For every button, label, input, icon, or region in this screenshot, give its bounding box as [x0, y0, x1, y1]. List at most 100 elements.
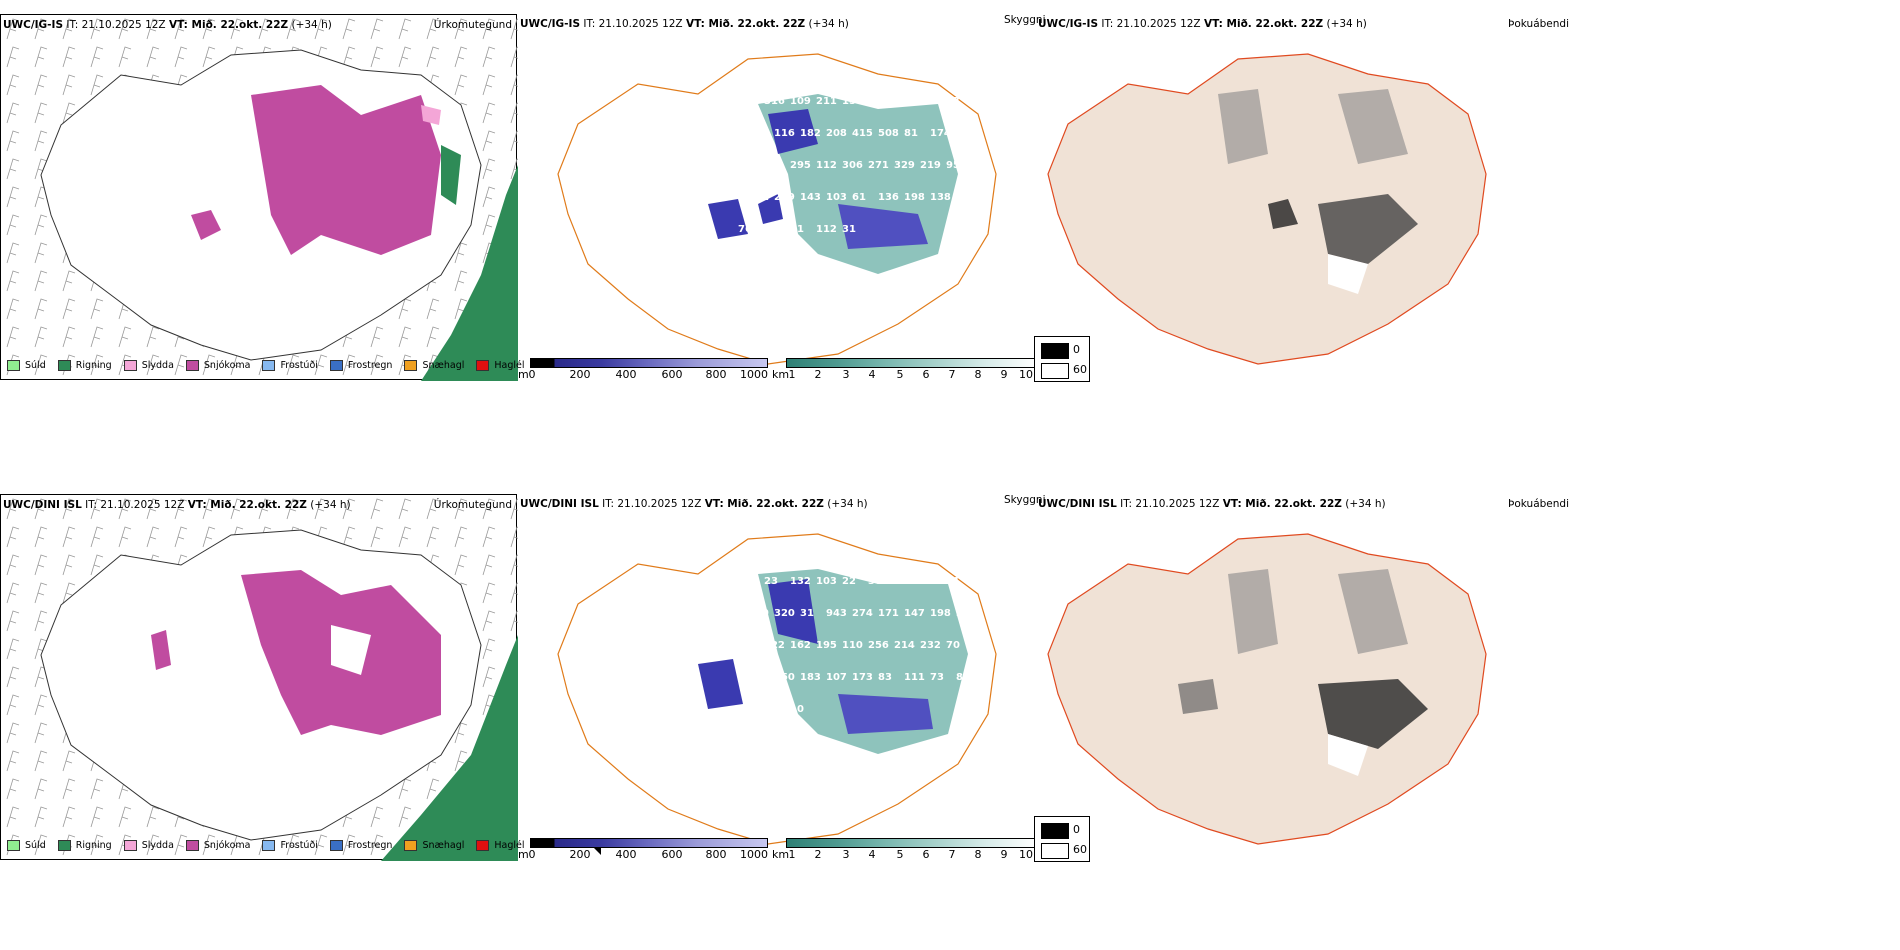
ceiling-value-label: 31 [800, 608, 814, 619]
precip-map [1, 495, 601, 861]
ceiling-value-label: 198 [904, 192, 925, 203]
ceiling-value-label: 81 [764, 224, 778, 235]
ceiling-value-label: 198 [930, 608, 951, 619]
legend-item: Rigning [57, 360, 112, 371]
visibility-map: 84 23 132 103 22 309 216 42 41 380 320 31 943 274 171 1… [557, 533, 997, 845]
legend-item: Snæhagl [404, 840, 464, 851]
ceiling-value-label: 943 [826, 608, 847, 619]
visibility-title: Skyggni [1004, 14, 1046, 26]
ceiling-value-label: 309 [868, 576, 889, 587]
ceiling-value-label: 136 [878, 192, 899, 203]
ceiling-unit: m [518, 368, 529, 381]
ceiling-value-label: 31 [790, 224, 804, 235]
ceiling-value-label: 132 [868, 96, 889, 107]
legend-item: Slydda [123, 840, 174, 851]
ceiling-value-label: 83 [878, 672, 892, 683]
legend-item: Frostregn [329, 360, 392, 371]
ceiling-value-label: 31 [842, 224, 856, 235]
ceiling-value-label: 316 [764, 96, 785, 107]
ceiling-value-label: 70 [946, 640, 960, 651]
ceiling-value-label: 41 [946, 576, 960, 587]
ceiling-value-label: 415 [852, 128, 873, 139]
ceiling-value-label: 508 [878, 128, 899, 139]
precip-map-panel: UWC/DINI ISL IT: 21.10.2025 12Z VT: Mið.… [0, 494, 601, 861]
ceiling-value-label: 23 [764, 576, 778, 587]
ceiling-value-label: 60 [956, 192, 970, 203]
ceiling-value-label: 22 [842, 576, 856, 587]
precip-legend: Súld Rigning Slydda Snjókoma Frostúði Fr… [7, 360, 537, 371]
ceiling-value-label: 216 [894, 576, 915, 587]
row-2: UWC/DINI ISL IT: 21.10.2025 12Z VT: Mið.… [0, 475, 1900, 950]
ceiling-value-label: 150 [774, 672, 795, 683]
ceiling-value-label: 195 [816, 640, 837, 651]
ceiling-value-label: 109 [790, 96, 811, 107]
rain-area [381, 635, 518, 861]
fog-key: 0 60 [1034, 816, 1090, 862]
legend-item: Snjókoma [185, 840, 250, 851]
ceiling-value-label: 73 [738, 704, 752, 715]
legend-item: Súld [7, 360, 46, 371]
ceiling-value-label: 183 [800, 672, 821, 683]
ceiling-colorbar: m 0 200 400 600 800 1000 [518, 838, 768, 864]
rain-area [421, 165, 518, 381]
ceiling-value-label: 80 [956, 128, 970, 139]
legend-item: Frostúði [262, 360, 318, 371]
ceiling-value-label: 306 [842, 160, 863, 171]
ceiling-value-label: 132 [790, 576, 811, 587]
ceiling-value-label: 120 [748, 672, 769, 683]
ceiling-value-label: 271 [868, 160, 889, 171]
ceiling-value-label: 37 [946, 96, 960, 107]
ceiling-value-label: 211 [816, 96, 837, 107]
ceiling-value-label: 248 [920, 96, 941, 107]
ceiling-value-label: 61 [852, 192, 866, 203]
ceiling-value-label: 103 [826, 192, 847, 203]
ceiling-colorbar: m 0 200 400 600 800 1000 [518, 358, 768, 384]
ceiling-value-label: 110 [842, 640, 863, 651]
ceiling-value-label: 138 [930, 192, 951, 203]
snow-area [251, 85, 441, 255]
visibility-unit: km [772, 368, 790, 381]
ceiling-value-label: 171 [878, 608, 899, 619]
legend-item: Rigning [57, 840, 112, 851]
ceiling-value-label: 162 [790, 640, 811, 651]
ceiling-value-label: 116 [774, 128, 795, 139]
visibility-map-panel: UWC/IG-IS IT: 21.10.2025 12Z VT: Mið. 22… [518, 14, 1046, 381]
ceiling-value-label: 232 [920, 640, 941, 651]
ceiling-value-label: 76 [738, 224, 752, 235]
visibility-map: 240 316 109 211 150 132 293 248 37 118 116 182 208 41… [557, 53, 997, 365]
ceiling-value-label: 81 [904, 128, 918, 139]
ceiling-value-label: 274 [852, 608, 873, 619]
ceiling-value-label: 58 [738, 640, 752, 651]
fog-map-panel: 0 60 UWC/IG-IS IT: 21.10.2025 12Z VT: Mi… [1034, 14, 1900, 382]
visibility-title: Skyggni [1004, 494, 1046, 506]
ceiling-value-label: 84 [956, 672, 970, 683]
visibility-colorbar: km 1 2 3 4 5 6 7 8 9 10 [772, 838, 1038, 864]
ceiling-value-label: 181 [748, 192, 769, 203]
precip-header: UWC/DINI ISL IT: 21.10.2025 12Z VT: Mið.… [3, 499, 351, 511]
ceiling-value-label: 84 [738, 576, 752, 587]
ceiling-value-label: 380 [748, 608, 769, 619]
ceiling-value-label: 122 [764, 640, 785, 651]
ceiling-value-label: 219 [920, 160, 941, 171]
ceiling-value-label: 240 [738, 96, 759, 107]
ceiling-value-label: 121 [738, 160, 759, 171]
ceiling-value-label: 112 [816, 224, 837, 235]
visibility-header: UWC/DINI ISL IT: 21.10.2025 12Z VT: Mið.… [520, 498, 868, 510]
precip-map [1, 15, 518, 381]
ceiling-value-label: 329 [894, 160, 915, 171]
precip-map-panel: UWC/IG-IS IT: 21.10.2025 12Z VT: Mið. 22… [0, 14, 525, 381]
ceiling-value-label: 214 [894, 640, 915, 651]
legend-item: Frostúði [262, 840, 318, 851]
visibility-map-panel: UWC/DINI ISL IT: 21.10.2025 12Z VT: Mið.… [518, 494, 1046, 861]
fog-key: 0 60 [1034, 336, 1090, 382]
ceiling-value-label: 320 [774, 608, 795, 619]
ceiling-value-label: 12 [764, 704, 778, 715]
ceiling-value-label: 256 [868, 640, 889, 651]
legend-item: Súld [7, 840, 46, 851]
fog-title: Þokuábendi [1508, 18, 1569, 30]
ceiling-value-label: 143 [800, 192, 821, 203]
ceiling-value-label: 118 [748, 128, 769, 139]
legend-item: Frostregn [329, 840, 392, 851]
precip-title: Úrkomutegund [433, 499, 512, 511]
ceiling-value-label: 103 [816, 576, 837, 587]
